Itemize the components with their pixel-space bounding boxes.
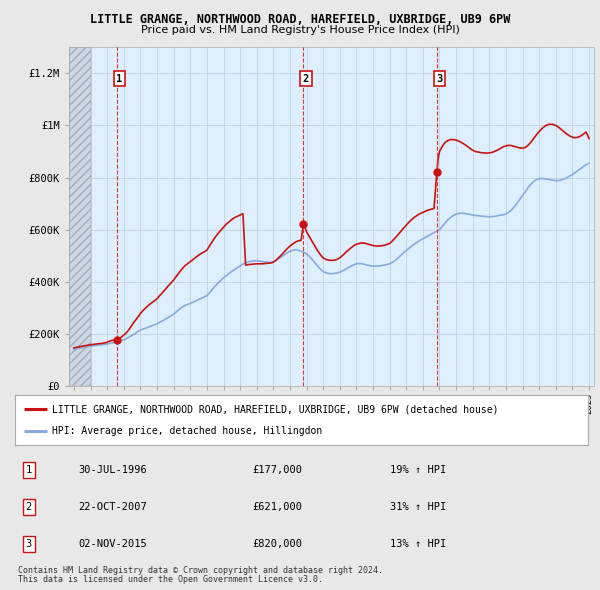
Text: 2: 2 (303, 74, 309, 84)
Text: LITTLE GRANGE, NORTHWOOD ROAD, HAREFIELD, UXBRIDGE, UB9 6PW (detached house): LITTLE GRANGE, NORTHWOOD ROAD, HAREFIELD… (52, 404, 499, 414)
Text: LITTLE GRANGE, NORTHWOOD ROAD, HAREFIELD, UXBRIDGE, UB9 6PW: LITTLE GRANGE, NORTHWOOD ROAD, HAREFIELD… (90, 13, 510, 26)
Text: 22-OCT-2007: 22-OCT-2007 (78, 502, 147, 512)
Text: 1: 1 (26, 465, 32, 475)
Text: Contains HM Land Registry data © Crown copyright and database right 2024.: Contains HM Land Registry data © Crown c… (18, 566, 383, 575)
Text: 19% ↑ HPI: 19% ↑ HPI (390, 465, 446, 475)
Text: £177,000: £177,000 (252, 465, 302, 475)
Bar (69, 47, 91, 386)
Text: 30-JUL-1996: 30-JUL-1996 (78, 465, 147, 475)
Text: 31% ↑ HPI: 31% ↑ HPI (390, 502, 446, 512)
Text: £621,000: £621,000 (252, 502, 302, 512)
Text: HPI: Average price, detached house, Hillingdon: HPI: Average price, detached house, Hill… (52, 427, 322, 437)
Text: 02-NOV-2015: 02-NOV-2015 (78, 539, 147, 549)
Text: 13% ↑ HPI: 13% ↑ HPI (390, 539, 446, 549)
Text: Price paid vs. HM Land Registry's House Price Index (HPI): Price paid vs. HM Land Registry's House … (140, 25, 460, 35)
Text: 1: 1 (116, 74, 122, 84)
Text: This data is licensed under the Open Government Licence v3.0.: This data is licensed under the Open Gov… (18, 575, 323, 584)
Text: £820,000: £820,000 (252, 539, 302, 549)
Text: 3: 3 (436, 74, 442, 84)
Text: 2: 2 (26, 502, 32, 512)
Text: 3: 3 (26, 539, 32, 549)
